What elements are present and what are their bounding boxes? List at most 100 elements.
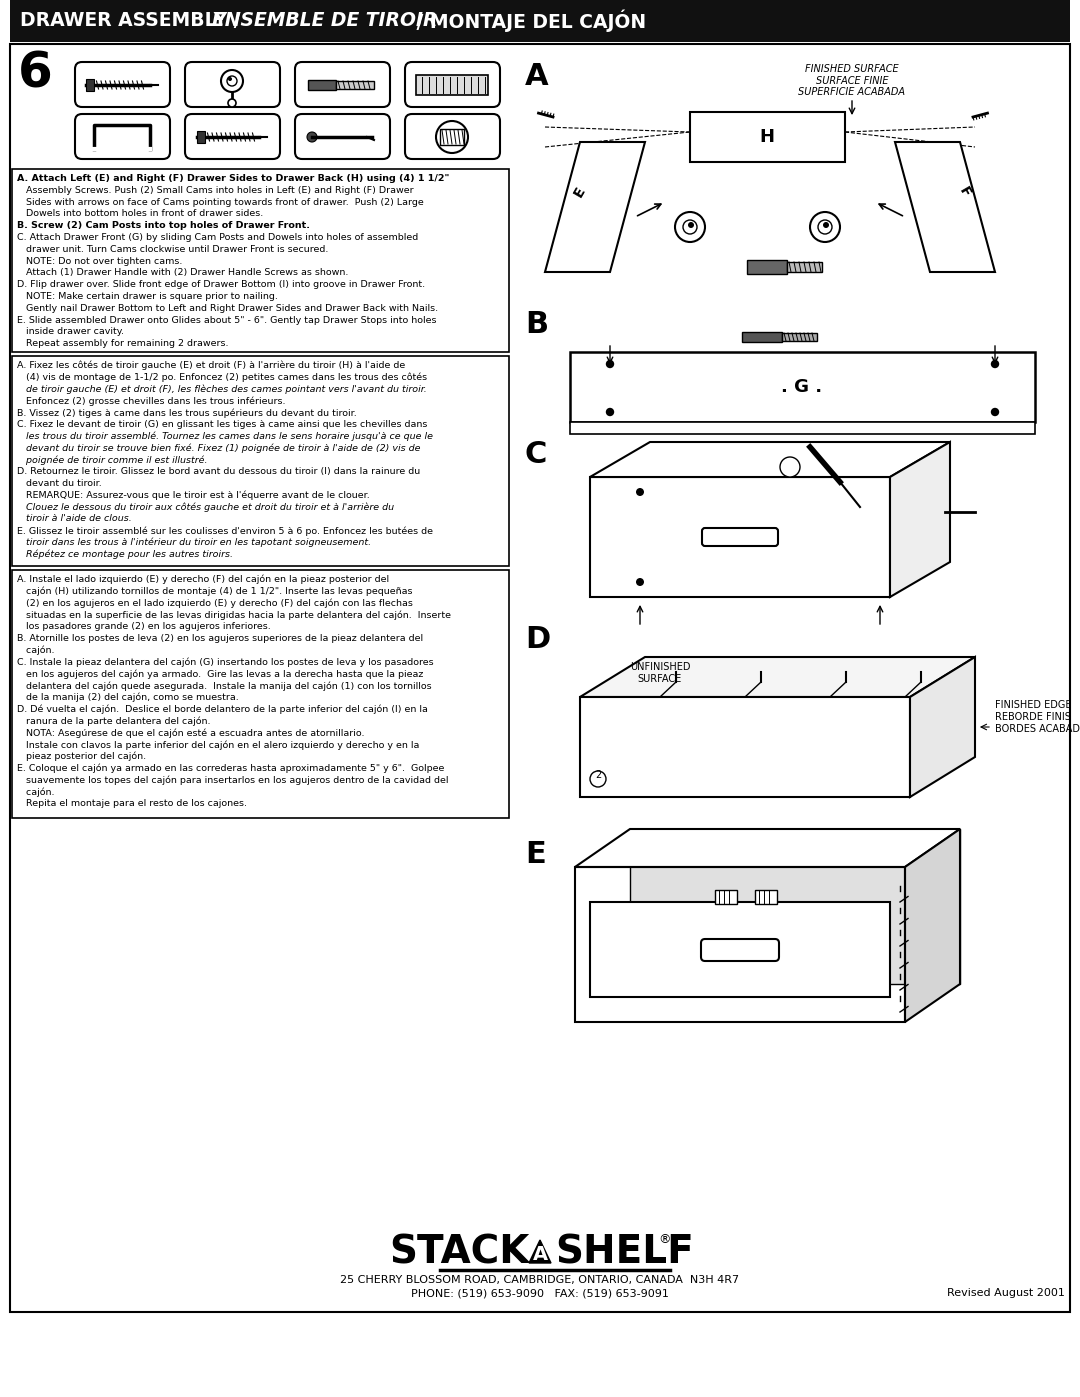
- Text: delantera del cajón quede asegurada.  Instale la manija del cajón (1) con los to: delantera del cajón quede asegurada. Ins…: [17, 682, 432, 690]
- Text: drawer unit. Turn Cams clockwise until Drawer Front is secured.: drawer unit. Turn Cams clockwise until D…: [17, 244, 328, 254]
- Circle shape: [227, 75, 237, 87]
- Text: 2: 2: [595, 770, 602, 780]
- Text: Dowels into bottom holes in front of drawer sides.: Dowels into bottom holes in front of dra…: [17, 210, 264, 218]
- Text: 6: 6: [18, 49, 53, 96]
- Text: REMARQUE: Assurez-vous que le tiroir est à l'équerre avant de le clouer.: REMARQUE: Assurez-vous que le tiroir est…: [17, 490, 369, 500]
- Text: inside drawer cavity.: inside drawer cavity.: [17, 327, 124, 337]
- Text: D. Retournez le tiroir. Glissez le bord avant du dessous du tiroir (I) dans la r: D. Retournez le tiroir. Glissez le bord …: [17, 467, 420, 476]
- FancyBboxPatch shape: [295, 115, 390, 159]
- Bar: [590, 902, 890, 997]
- Polygon shape: [910, 657, 975, 798]
- Text: A: A: [532, 1246, 548, 1264]
- Text: SHELF: SHELF: [555, 1234, 693, 1271]
- Text: C. Fixez le devant de tiroir (G) en glissant les tiges à came ainsi que les chev: C. Fixez le devant de tiroir (G) en glis…: [17, 420, 428, 429]
- Circle shape: [607, 408, 613, 415]
- Circle shape: [436, 122, 468, 154]
- FancyBboxPatch shape: [295, 61, 390, 108]
- Text: B. Atornille los postes de leva (2) en los agujeros superiores de la pieaz delan: B. Atornille los postes de leva (2) en l…: [17, 634, 423, 643]
- Text: ranura de la parte delantera del cajón.: ranura de la parte delantera del cajón.: [17, 717, 211, 726]
- Polygon shape: [905, 828, 960, 1023]
- Text: Attach (1) Drawer Handle with (2) Drawer Handle Screws as shown.: Attach (1) Drawer Handle with (2) Drawer…: [17, 268, 349, 278]
- Text: NOTE: Make certain drawer is square prior to nailing.: NOTE: Make certain drawer is square prio…: [17, 292, 278, 300]
- Circle shape: [636, 488, 644, 496]
- Polygon shape: [630, 828, 960, 983]
- Bar: [690, 112, 845, 162]
- Text: tiroir à l'aide de clous.: tiroir à l'aide de clous.: [17, 514, 132, 524]
- Circle shape: [991, 360, 999, 367]
- Text: A. Fixez les côtés de tiroir gauche (E) et droit (F) à l'arrière du tiroir (H) à: A. Fixez les côtés de tiroir gauche (E) …: [17, 360, 405, 370]
- Text: en los agujeros del cajón ya armado.  Gire las levas a la derecha hasta que la p: en los agujeros del cajón ya armado. Gir…: [17, 669, 423, 679]
- Text: pieaz posterior del cajón.: pieaz posterior del cajón.: [17, 752, 146, 761]
- Text: STACK: STACK: [390, 1234, 530, 1271]
- Polygon shape: [545, 142, 645, 272]
- Bar: [570, 352, 1035, 422]
- FancyBboxPatch shape: [405, 115, 500, 159]
- Text: Clouez le dessous du tiroir aux côtés gauche et droit du tiroir et à l'arrière d: Clouez le dessous du tiroir aux côtés ga…: [17, 503, 394, 513]
- Text: A. Instale el lado izquierdo (E) y derecho (F) del cajón en la pieaz posterior d: A. Instale el lado izquierdo (E) y derec…: [17, 576, 389, 584]
- Text: devant du tiroir.: devant du tiroir.: [17, 479, 102, 488]
- Text: les trous du tiroir assemblé. Tournez les cames dans le sens horaire jusqu'à ce : les trous du tiroir assemblé. Tournez le…: [17, 432, 433, 441]
- Text: / MONTAJE DEL CAJÓN: / MONTAJE DEL CAJÓN: [410, 10, 646, 32]
- Circle shape: [780, 457, 800, 476]
- Text: situadas en la superficie de las levas dirigidas hacia la parte delantera del ca: situadas en la superficie de las levas d…: [17, 610, 451, 620]
- Text: DRAWER ASSEMBLY /: DRAWER ASSEMBLY /: [21, 11, 247, 31]
- Text: cajón.: cajón.: [17, 645, 54, 655]
- Circle shape: [818, 219, 832, 235]
- Text: F: F: [957, 184, 973, 200]
- Circle shape: [636, 578, 644, 585]
- FancyBboxPatch shape: [185, 61, 280, 108]
- Text: D. Flip drawer over. Slide front edge of Drawer Bottom (I) into groove in Drawer: D. Flip drawer over. Slide front edge of…: [17, 281, 426, 289]
- Bar: [12, 356, 509, 566]
- Text: E. Slide assembled Drawer onto Glides about 5" - 6". Gently tap Drawer Stops int: E. Slide assembled Drawer onto Glides ab…: [17, 316, 436, 324]
- Polygon shape: [580, 657, 975, 697]
- Polygon shape: [575, 828, 960, 868]
- Text: cajón (H) utilizando tornillos de montaje (4) de 1 1/2". Inserte las levas peque: cajón (H) utilizando tornillos de montaj…: [17, 587, 413, 597]
- Text: Instale con clavos la parte inferior del cajón en el alero izquierdo y derecho y: Instale con clavos la parte inferior del…: [17, 740, 419, 750]
- Text: E: E: [571, 184, 589, 200]
- Circle shape: [307, 131, 318, 142]
- Text: suavemente los topes del cajón para insertarlos en los agujeros dentro de la cav: suavemente los topes del cajón para inse…: [17, 775, 448, 785]
- Text: NOTA: Asegúrese de que el cajón esté a escuadra antes de atornillario.: NOTA: Asegúrese de que el cajón esté a e…: [17, 728, 365, 738]
- Bar: [440, 129, 464, 145]
- Bar: [580, 697, 910, 798]
- Bar: [755, 890, 777, 904]
- Text: C: C: [525, 440, 548, 469]
- Text: Répétez ce montage pour les autres tiroirs.: Répétez ce montage pour les autres tiroi…: [17, 550, 233, 559]
- Polygon shape: [197, 131, 205, 142]
- Text: cajón.: cajón.: [17, 788, 54, 796]
- Bar: [787, 263, 822, 272]
- Text: ®: ®: [658, 1234, 671, 1246]
- Bar: [747, 260, 787, 274]
- Bar: [308, 80, 336, 89]
- Polygon shape: [895, 142, 995, 272]
- Text: NOTE: Do not over tighten cams.: NOTE: Do not over tighten cams.: [17, 257, 183, 265]
- Polygon shape: [86, 80, 94, 91]
- Bar: [715, 890, 737, 904]
- Text: E. Glissez le tiroir assemblé sur les coulisses d'environ 5 à 6 po. Enfoncez les: E. Glissez le tiroir assemblé sur les co…: [17, 527, 433, 535]
- Text: PHONE: (519) 653-9090   FAX: (519) 653-9091: PHONE: (519) 653-9090 FAX: (519) 653-909…: [411, 1288, 669, 1298]
- Bar: [782, 332, 816, 341]
- Text: A. Attach Left (E) and Right (F) Drawer Sides to Drawer Back (H) using (4) 1 1/2: A. Attach Left (E) and Right (F) Drawer …: [17, 175, 449, 183]
- Text: los pasadores grande (2) en los agujeros inferiores.: los pasadores grande (2) en los agujeros…: [17, 622, 271, 631]
- Text: Gently nail Drawer Bottom to Left and Right Drawer Sides and Drawer Back with Na: Gently nail Drawer Bottom to Left and Ri…: [17, 303, 438, 313]
- Bar: [742, 332, 782, 342]
- Bar: [10, 0, 1070, 42]
- Text: E: E: [525, 840, 545, 869]
- Text: devant du tiroir se trouve bien fixé. Fixez (1) poignée de tiroir à l'aide de (2: devant du tiroir se trouve bien fixé. Fi…: [17, 444, 420, 453]
- Text: B: B: [525, 310, 549, 339]
- Text: UNFINISHED
SURFACE: UNFINISHED SURFACE: [630, 662, 690, 683]
- Polygon shape: [590, 441, 950, 476]
- Polygon shape: [529, 1241, 551, 1263]
- Text: Sides with arrows on face of Cams pointing towards front of drawer.  Push (2) La: Sides with arrows on face of Cams pointi…: [17, 197, 423, 207]
- FancyBboxPatch shape: [75, 61, 170, 108]
- Circle shape: [228, 77, 232, 81]
- Text: D. Dé vuelta el cajón.  Deslice el borde delantero de la parte inferior del cajó: D. Dé vuelta el cajón. Deslice el borde …: [17, 705, 428, 714]
- Text: 25 CHERRY BLOSSOM ROAD, CAMBRIDGE, ONTARIO, CANADA  N3H 4R7: 25 CHERRY BLOSSOM ROAD, CAMBRIDGE, ONTAR…: [340, 1275, 740, 1285]
- Text: ENSEMBLE DE TIROIR: ENSEMBLE DE TIROIR: [212, 11, 437, 31]
- Text: Assembly Screws. Push (2) Small Cams into holes in Left (E) and Right (F) Drawer: Assembly Screws. Push (2) Small Cams int…: [17, 186, 414, 194]
- Bar: [570, 422, 1035, 434]
- Circle shape: [683, 219, 697, 235]
- FancyBboxPatch shape: [702, 528, 778, 546]
- Text: B. Vissez (2) tiges à came dans les trous supérieurs du devant du tiroir.: B. Vissez (2) tiges à came dans les trou…: [17, 408, 356, 418]
- FancyBboxPatch shape: [185, 115, 280, 159]
